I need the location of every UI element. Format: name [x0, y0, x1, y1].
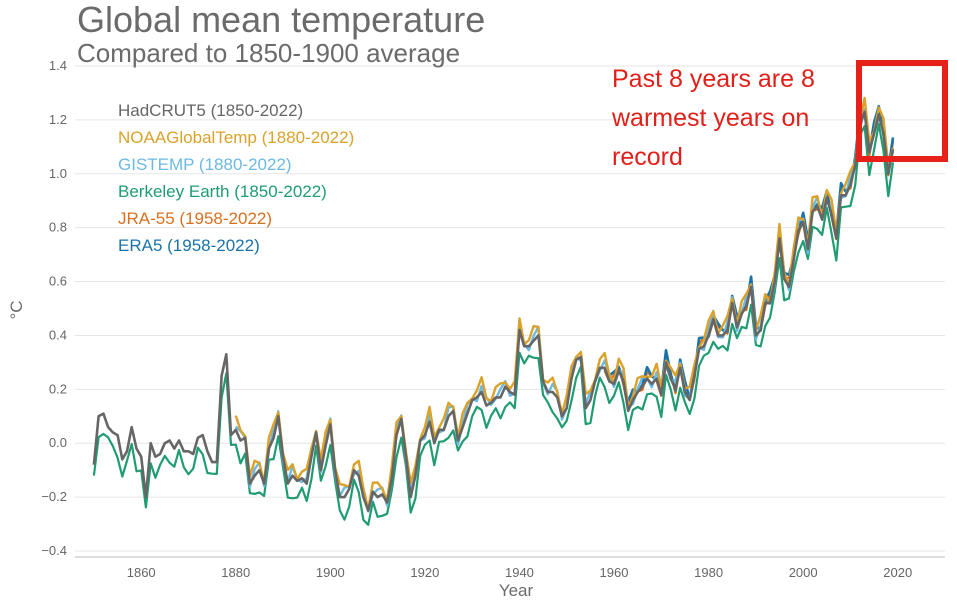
x-tick-label: 1860	[127, 565, 156, 580]
x-axis-label: Year	[499, 581, 534, 600]
y-tick-label: 0.6	[49, 274, 67, 289]
legend-item: ERA5 (1958-2022)	[118, 236, 260, 255]
legend-item: GISTEMP (1880-2022)	[118, 155, 292, 174]
legend-item: NOAAGlobalTemp (1880-2022)	[118, 128, 354, 147]
y-tick-labels: −0.4 −0.2 0.0 0.2 0.4 0.6 0.8 1.0 1.2 1.4	[41, 58, 67, 558]
grid-lines	[75, 65, 945, 558]
x-tick-label: 1920	[410, 565, 439, 580]
y-tick-label: 0.8	[49, 220, 67, 235]
y-tick-label: 1.2	[49, 112, 67, 127]
legend-item: JRA-55 (1958-2022)	[118, 209, 272, 228]
legend-item: HadCRUT5 (1850-2022)	[118, 101, 303, 120]
y-tick-label: −0.4	[41, 543, 67, 558]
legend-item: Berkeley Earth (1850-2022)	[118, 182, 327, 201]
x-tick-label: 1980	[694, 565, 723, 580]
x-tick-label: 1940	[505, 565, 534, 580]
highlight-box	[856, 60, 948, 162]
y-tick-label: −0.2	[41, 489, 67, 504]
annotation-line: Past 8 years are 8	[612, 65, 815, 93]
series-line-hadcrut5	[92, 110, 895, 512]
x-tick-label: 1880	[221, 565, 250, 580]
y-tick-label: 0.2	[49, 381, 67, 396]
y-axis-label: °C	[7, 300, 26, 319]
y-tick-label: 0.4	[49, 327, 67, 342]
annotation-text: Past 8 years are 8 warmest years on reco…	[612, 60, 842, 177]
x-tick-label: 1960	[600, 565, 629, 580]
x-tick-label: 2000	[789, 565, 818, 580]
chart-title: Global mean temperature	[77, 0, 486, 40]
y-tick-label: 1.0	[49, 166, 67, 181]
x-tick-label: 2020	[883, 565, 912, 580]
y-tick-label: 1.4	[49, 58, 67, 73]
chart-subtitle: Compared to 1850-1900 average	[77, 38, 461, 68]
annotation-line: warmest years on	[612, 104, 810, 132]
annotation-line: record	[612, 143, 683, 171]
legend: HadCRUT5 (1850-2022) NOAAGlobalTemp (1880…	[118, 101, 354, 255]
y-tick-label: 0.0	[49, 435, 67, 450]
series-lines	[92, 96, 895, 526]
x-tick-label: 1900	[316, 565, 345, 580]
x-tick-labels: 1860 1880 1900 1920 1940 1960 1980 2000 2020	[127, 565, 912, 580]
